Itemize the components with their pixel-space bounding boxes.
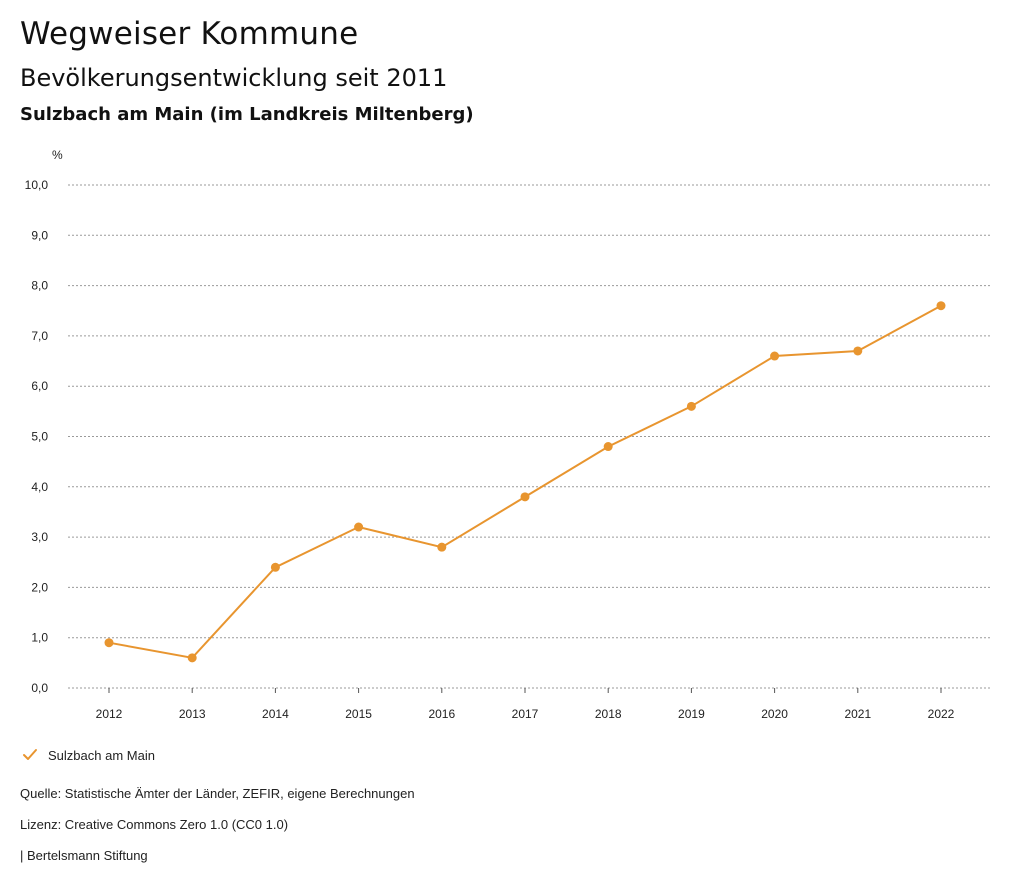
license-note: Lizenz: Creative Commons Zero 1.0 (CC0 1… [20,817,289,832]
x-tick-label: 2013 [179,707,206,721]
region-label: Sulzbach am Main (im Landkreis Miltenber… [20,104,474,125]
source-note: Quelle: Statistische Ämter der Länder, Z… [20,786,415,801]
x-tick-label: 2020 [761,707,788,721]
page-title: Wegweiser Kommune [20,16,359,52]
y-axis: 0,0 1,0 2,0 3,0 4,0 5,0 6,0 7,0 8,0 9,0 10,0 [25,178,49,695]
x-tick-label: 2012 [96,707,123,721]
y-axis-unit-label: % [52,148,63,162]
x-tick-label: 2022 [928,707,955,721]
x-tick-label: 2015 [345,707,372,721]
chart-subtitle: Bevölkerungsentwicklung seit 2011 [20,64,448,92]
checkmark-icon[interactable] [20,745,40,765]
data-point [437,542,447,552]
data-point [354,522,364,532]
data-point [270,562,280,572]
y-tick-label: 7,0 [31,329,48,343]
data-point [104,638,114,648]
legend[interactable]: Sulzbach am Main [20,744,155,766]
x-tick-label: 2017 [512,707,539,721]
data-point [520,492,530,502]
data-point [603,442,613,452]
y-tick-label: 8,0 [31,279,48,293]
data-point [686,401,696,411]
y-tick-label: 4,0 [31,480,48,494]
data-point [770,351,780,361]
y-tick-label: 6,0 [31,379,48,393]
y-tick-label: 3,0 [31,530,48,544]
x-tick-label: 2014 [262,707,289,721]
series-line [108,304,942,659]
line-chart: % 0,0 1,0 2,0 3,0 4,0 5,0 6,0 7,0 8,0 9,0 10,0 201… [25,148,990,721]
x-axis: 2012 2013 2014 2015 2016 2017 2018 2019 2020 2021… [96,688,955,721]
data-point [187,653,197,663]
legend-item-label: Sulzbach am Main [48,747,155,763]
x-tick-label: 2021 [844,707,871,721]
data-point [853,346,863,356]
y-tick-label: 10,0 [25,178,49,192]
publisher-note: | Bertelsmann Stiftung [20,848,148,863]
series-sulzbach [104,301,946,663]
y-tick-label: 9,0 [31,228,48,242]
y-tick-label: 5,0 [31,430,48,444]
y-tick-label: 0,0 [31,681,48,695]
x-tick-label: 2018 [595,707,622,721]
x-tick-label: 2019 [678,707,705,721]
y-tick-label: 1,0 [31,631,48,645]
x-tick-label: 2016 [428,707,455,721]
gridlines [68,184,990,689]
data-point [936,301,946,311]
y-tick-label: 2,0 [31,580,48,594]
